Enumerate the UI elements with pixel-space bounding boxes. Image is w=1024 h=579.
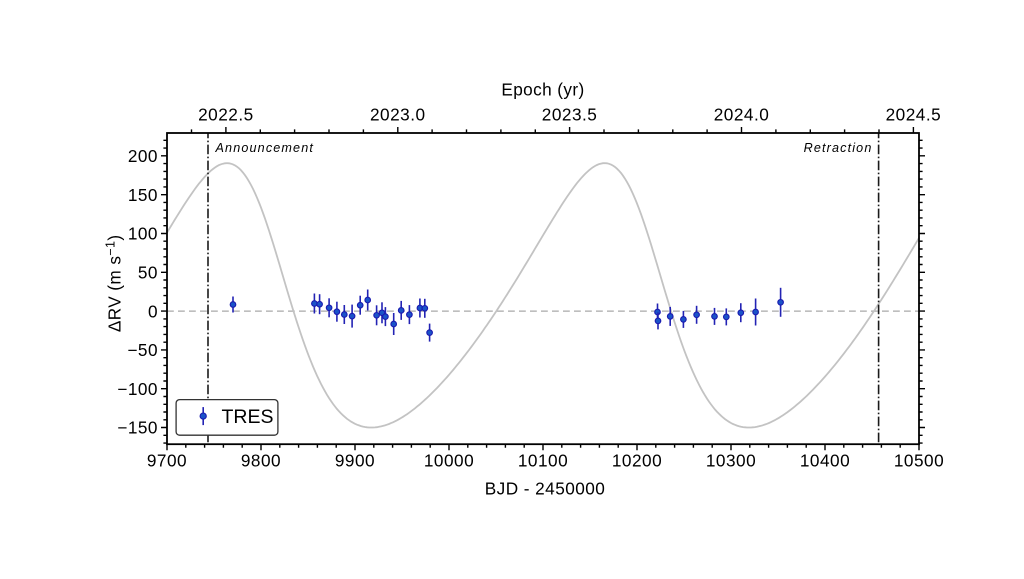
svg-text:10400: 10400	[800, 451, 850, 471]
svg-text:2023.0: 2023.0	[370, 105, 426, 125]
svg-text:TRES: TRES	[222, 406, 274, 428]
svg-text:BJD - 2450000: BJD - 2450000	[485, 479, 606, 499]
svg-text:ΔRV (m s−1): ΔRV (m s−1)	[104, 234, 125, 332]
svg-text:2023.5: 2023.5	[542, 105, 598, 125]
svg-text:10000: 10000	[424, 451, 474, 471]
svg-text:9700: 9700	[147, 451, 187, 471]
svg-text:10300: 10300	[706, 451, 756, 471]
svg-text:10100: 10100	[518, 451, 568, 471]
svg-text:2024.5: 2024.5	[886, 105, 942, 125]
svg-text:Announcement: Announcement	[215, 141, 315, 155]
svg-text:10200: 10200	[612, 451, 662, 471]
svg-text:Epoch (yr): Epoch (yr)	[501, 79, 584, 99]
svg-text:−150: −150	[117, 418, 158, 438]
svg-text:200: 200	[128, 146, 158, 166]
svg-text:2022.5: 2022.5	[198, 105, 254, 125]
svg-text:9900: 9900	[335, 451, 375, 471]
svg-text:9800: 9800	[241, 451, 281, 471]
svg-text:−50: −50	[127, 340, 158, 360]
svg-text:10500: 10500	[894, 451, 944, 471]
svg-text:150: 150	[128, 185, 158, 205]
svg-text:2024.0: 2024.0	[714, 105, 770, 125]
svg-text:Retraction: Retraction	[804, 141, 873, 155]
svg-text:50: 50	[138, 263, 158, 283]
svg-text:0: 0	[148, 301, 158, 321]
svg-text:100: 100	[128, 224, 158, 244]
svg-text:−100: −100	[117, 379, 158, 399]
